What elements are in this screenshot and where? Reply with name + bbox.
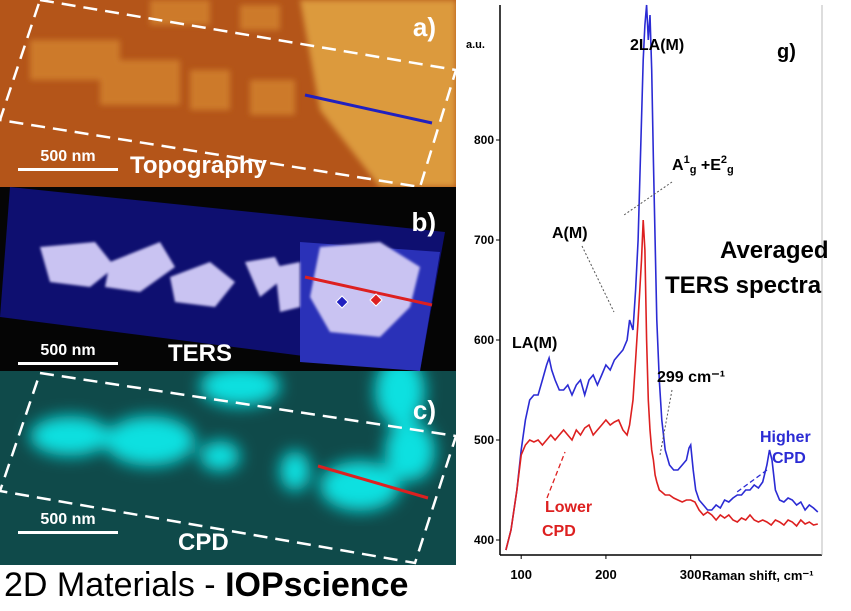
- series-line-higher-cpd: [505, 4, 819, 551]
- series-label-lower: Lower: [545, 499, 592, 516]
- cpd-panel: c) 500 nm CPD: [0, 371, 456, 565]
- panel-c-letter: c): [412, 395, 436, 425]
- x-tick-label: 300: [680, 567, 702, 582]
- peak-label-la: LA(M): [512, 335, 557, 352]
- x-tick-label: 100: [510, 567, 532, 582]
- series-line-lower-cpd: [505, 219, 818, 551]
- scale-bar: 500 nm: [18, 511, 118, 534]
- y-tick-label: 700: [474, 233, 494, 247]
- ters-spectra-chart: 400 500 600 700 800 100 200 300 a.u. Raman shi…: [466, 4, 829, 583]
- x-tick-label: 200: [595, 567, 617, 582]
- profile-line: [304, 275, 433, 307]
- series-label-lower-cpd: CPD: [542, 523, 576, 540]
- topography-image: [0, 0, 456, 187]
- scale-bar-label: 500 nm: [40, 511, 96, 528]
- topography-panel: a) 500 nm Topography: [0, 0, 456, 187]
- y-tick-label: 400: [474, 533, 494, 547]
- panel-b-letter: b): [411, 207, 436, 237]
- profile-line: [317, 464, 429, 500]
- peak-label-299: 299 cm⁻¹: [657, 369, 725, 386]
- peak-label-2la: 2LA(M): [630, 37, 684, 54]
- y-axis-label: a.u.: [466, 39, 485, 51]
- y-tick-label: 600: [474, 333, 494, 347]
- panel-g-label: g): [777, 41, 796, 63]
- profile-line: [304, 93, 433, 125]
- chart-title-line-1: Averaged: [720, 237, 829, 264]
- x-axis-label: Raman shift, cm⁻¹: [702, 568, 814, 583]
- panel-b-title: TERS: [168, 340, 233, 367]
- panel-c-title: CPD: [178, 529, 229, 556]
- source-caption-prefix: 2D Materials -: [4, 566, 226, 604]
- series-label-higher: Higher: [760, 429, 811, 446]
- source-brand: IOPscience: [225, 566, 409, 604]
- series-label-higher-cpd: CPD: [772, 450, 806, 467]
- dashed-region-outline: [0, 371, 456, 565]
- ters-map: [0, 187, 445, 371]
- chart-title-line-2: TERS spectra: [665, 272, 822, 299]
- scale-bar-label: 500 nm: [40, 148, 96, 165]
- higher-cpd-marker: [335, 295, 349, 309]
- panel-a-letter: a): [412, 12, 436, 42]
- y-tick-label: 800: [474, 133, 494, 147]
- ters-panel: b) 500 nm TERS: [0, 187, 456, 371]
- scale-bar-label: 500 nm: [40, 342, 96, 359]
- lower-cpd-marker: [369, 293, 383, 307]
- peak-label-am: A(M): [552, 225, 588, 242]
- y-tick-label: 500: [474, 433, 494, 447]
- source-caption: 2D Materials - IOPscience: [4, 566, 408, 605]
- panel-a-title: Topography: [130, 152, 267, 179]
- scale-bar: 500 nm: [18, 342, 118, 365]
- scale-bar: 500 nm: [18, 148, 118, 171]
- peak-label-a1g-e2g: A1g +E2g: [672, 154, 734, 176]
- plot-frame: [499, 5, 823, 556]
